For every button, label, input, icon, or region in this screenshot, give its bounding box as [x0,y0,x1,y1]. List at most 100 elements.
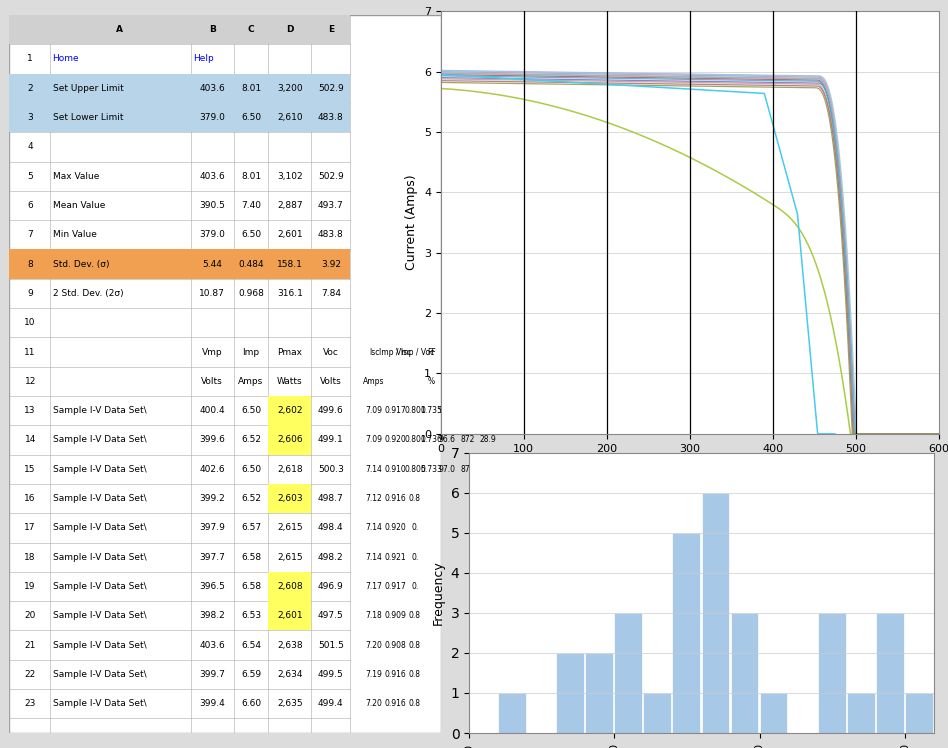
Text: 7.14: 7.14 [366,524,382,533]
Text: Volts: Volts [201,377,223,386]
Text: Set Upper Limit: Set Upper Limit [53,84,123,93]
Text: 502.9: 502.9 [318,84,344,93]
Text: 496.9: 496.9 [318,582,344,591]
Bar [876,613,903,733]
Text: Watts: Watts [277,377,302,386]
Text: 400.4: 400.4 [199,406,225,415]
Text: Help: Help [192,55,213,64]
Bar [702,493,729,733]
Text: Sample I-V Data Set\: Sample I-V Data Set\ [53,611,146,620]
Bar [268,601,311,631]
Text: 6.52: 6.52 [241,435,261,444]
Text: 6.57: 6.57 [241,524,261,533]
Text: 483.8: 483.8 [318,113,344,122]
Text: 7.84: 7.84 [320,289,341,298]
Text: Home: Home [53,55,80,64]
Text: (W/m^2): (W/m^2) [450,377,484,386]
Text: 6.58: 6.58 [241,582,261,591]
Text: 390.5: 390.5 [199,201,225,210]
Text: Amps: Amps [238,377,264,386]
Text: 0.8: 0.8 [409,494,421,503]
Text: 97.0: 97.0 [439,465,456,473]
Text: 15: 15 [25,465,36,473]
Text: 2,615: 2,615 [277,524,302,533]
Text: 483.8: 483.8 [318,230,344,239]
Text: 501.5: 501.5 [318,640,344,649]
Text: Vmp / Voc: Vmp / Voc [396,348,434,357]
Text: 379.0: 379.0 [199,230,225,239]
Text: %: % [428,377,435,386]
Text: Sample I-V Data Set\: Sample I-V Data Set\ [53,435,146,444]
Text: 6.50: 6.50 [241,465,261,473]
Text: 0.801: 0.801 [404,406,426,415]
Text: 500.3: 500.3 [318,465,344,473]
Text: C: C [247,25,254,34]
Text: 872: 872 [461,435,475,444]
Text: 2,602: 2,602 [277,406,302,415]
Text: Imp / Isc: Imp / Isc [379,348,411,357]
Text: 0.736: 0.736 [420,435,443,444]
Bar [818,613,846,733]
Text: 499.1: 499.1 [318,435,344,444]
Bar [268,484,311,513]
Bar [672,533,701,733]
Text: 0.: 0. [411,582,419,591]
Text: FF: FF [427,348,436,357]
Text: 21: 21 [25,640,36,649]
Text: 3.92: 3.92 [320,260,341,269]
Text: Imp: Imp [243,348,260,357]
Text: 0.735: 0.735 [420,406,443,415]
Text: 2,615: 2,615 [277,553,302,562]
Text: Isc: Isc [369,348,379,357]
Text: 10.87: 10.87 [199,289,225,298]
Text: 10: 10 [25,318,36,327]
Text: 6.59: 6.59 [241,670,261,679]
Text: 396.5: 396.5 [199,582,225,591]
Text: 397.7: 397.7 [199,553,225,562]
Text: 316.1: 316.1 [277,289,302,298]
Bar [499,693,526,733]
Text: 8: 8 [27,260,33,269]
Text: 6.50: 6.50 [241,406,261,415]
Text: 2,608: 2,608 [277,582,302,591]
Text: Sample I-V Data Set\: Sample I-V Data Set\ [53,699,146,708]
Text: 0.801: 0.801 [404,435,426,444]
Text: 2,610: 2,610 [277,113,302,122]
Text: Sample I-V Data Set\: Sample I-V Data Set\ [53,494,146,503]
Text: 0.916: 0.916 [385,699,407,708]
Text: Amps: Amps [363,377,385,386]
Bar [9,73,350,103]
Text: 96.7: 96.7 [439,406,456,415]
Text: 1: 1 [27,55,33,64]
Text: 20: 20 [25,611,36,620]
Text: 0.8: 0.8 [409,670,421,679]
Text: Temp.: Temp. [476,348,499,357]
Text: 7.14: 7.14 [366,465,382,473]
Text: 0.909: 0.909 [385,611,407,620]
Text: Sample I-V Data Set\: Sample I-V Data Set\ [53,670,146,679]
Text: 0.8: 0.8 [409,611,421,620]
Bar [9,15,350,44]
Bar [9,249,350,279]
Text: 3,102: 3,102 [277,171,302,181]
Text: Voc: Voc [323,348,338,357]
Text: Set Lower Limit: Set Lower Limit [53,113,123,122]
Text: 493.7: 493.7 [318,201,344,210]
Text: 2,634: 2,634 [277,670,302,679]
Text: 7.14: 7.14 [366,553,382,562]
Text: Sample I-V Data Set\: Sample I-V Data Set\ [53,465,146,473]
Text: E: E [328,25,334,34]
Text: 16: 16 [25,494,36,503]
X-axis label: Voltage (Volts): Voltage (Volts) [637,459,742,472]
Text: 873: 873 [461,465,475,473]
Text: 399.7: 399.7 [199,670,225,679]
Text: 96.6: 96.6 [439,435,456,444]
Text: 403.6: 403.6 [199,640,225,649]
Text: 399.4: 399.4 [199,699,225,708]
Text: 2: 2 [27,84,33,93]
Text: 19: 19 [25,582,36,591]
Text: 499.5: 499.5 [318,670,344,679]
Text: Max Value: Max Value [53,171,99,181]
Text: 0.968: 0.968 [238,289,264,298]
Text: 7: 7 [27,230,33,239]
